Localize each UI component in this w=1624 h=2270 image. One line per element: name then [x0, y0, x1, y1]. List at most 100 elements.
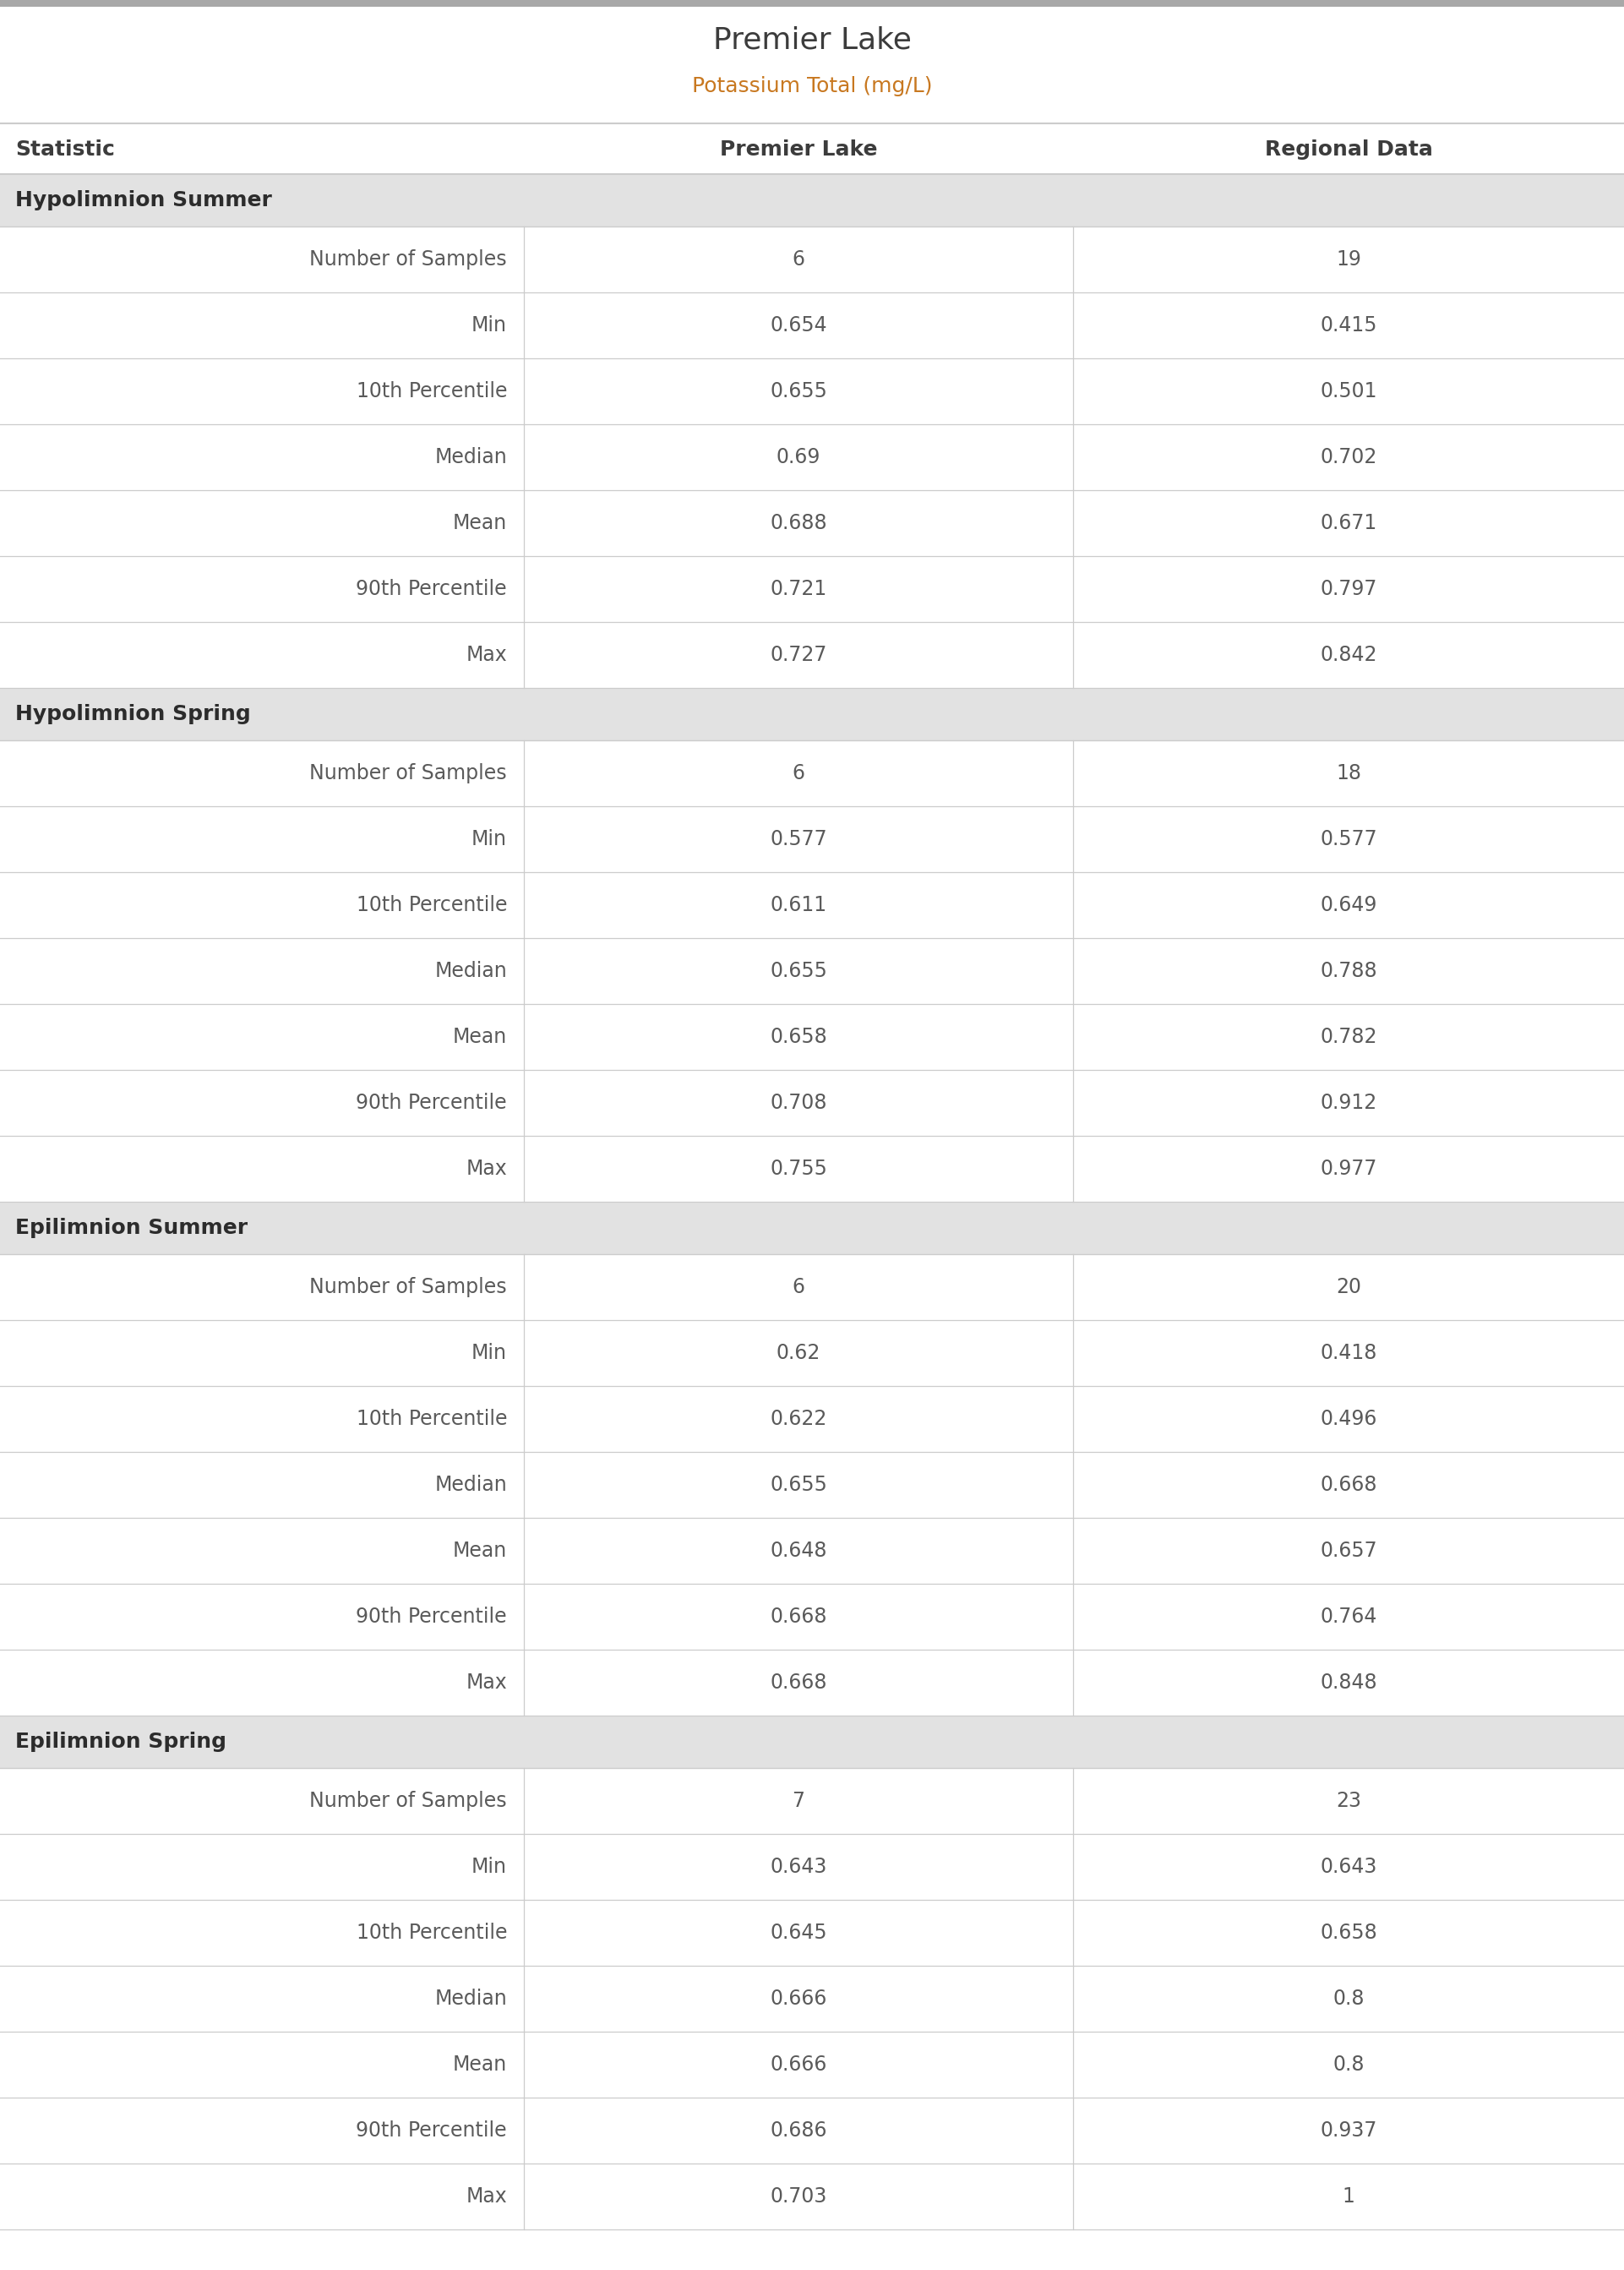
Text: Epilimnion Summer: Epilimnion Summer: [15, 1217, 248, 1237]
Text: 0.658: 0.658: [1320, 1923, 1377, 1943]
Bar: [0, 938, 1624, 1003]
Text: 0.8: 0.8: [1333, 1989, 1364, 2009]
Text: Number of Samples: Number of Samples: [310, 763, 507, 783]
Text: 0.848: 0.848: [1320, 1673, 1377, 1693]
Text: 0.912: 0.912: [1320, 1092, 1377, 1112]
Text: Hypolimnion Spring: Hypolimnion Spring: [15, 704, 250, 724]
Text: 0.8: 0.8: [1333, 2054, 1364, 2075]
Text: Min: Min: [471, 829, 507, 849]
Bar: [0, 1201, 1624, 1253]
Bar: [0, 359, 1624, 424]
Text: 0.69: 0.69: [776, 447, 820, 468]
Text: 0.977: 0.977: [1320, 1158, 1377, 1178]
Text: 0.755: 0.755: [770, 1158, 827, 1178]
Text: 0.703: 0.703: [770, 2186, 827, 2206]
Text: 0.721: 0.721: [770, 579, 827, 599]
Text: Max: Max: [466, 2186, 507, 2206]
Text: 0.657: 0.657: [1320, 1541, 1377, 1562]
Text: 0.668: 0.668: [770, 1607, 827, 1628]
Text: 6: 6: [793, 1278, 806, 1296]
Text: 0.611: 0.611: [770, 894, 827, 915]
Text: 0.643: 0.643: [1320, 1857, 1377, 1877]
Text: 0.937: 0.937: [1320, 2120, 1377, 2141]
Text: 0.666: 0.666: [770, 2054, 827, 2075]
Text: 0.577: 0.577: [770, 829, 827, 849]
Bar: [0, 1900, 1624, 1966]
Bar: [0, 1650, 1624, 1716]
Bar: [0, 688, 1624, 740]
Bar: [0, 424, 1624, 490]
Text: Median: Median: [435, 1989, 507, 2009]
Text: Min: Min: [471, 1344, 507, 1364]
Text: 0.645: 0.645: [770, 1923, 827, 1943]
Text: 0.622: 0.622: [770, 1410, 827, 1430]
Text: 0.708: 0.708: [770, 1092, 827, 1112]
Text: 0.666: 0.666: [770, 1989, 827, 2009]
Bar: [0, 622, 1624, 688]
Text: 0.668: 0.668: [1320, 1476, 1377, 1496]
Text: Min: Min: [471, 316, 507, 336]
Text: Hypolimnion Summer: Hypolimnion Summer: [15, 191, 271, 211]
Text: 19: 19: [1337, 250, 1361, 270]
Text: 0.686: 0.686: [770, 2120, 827, 2141]
Text: 6: 6: [793, 250, 806, 270]
Bar: [0, 1584, 1624, 1650]
Text: Mean: Mean: [453, 1541, 507, 1562]
Bar: [0, 1716, 1624, 1768]
Text: 0.415: 0.415: [1320, 316, 1377, 336]
Text: 23: 23: [1337, 1791, 1361, 1811]
Text: 18: 18: [1337, 763, 1361, 783]
Text: 10th Percentile: 10th Percentile: [356, 381, 507, 402]
Text: 6: 6: [793, 763, 806, 783]
Bar: [0, 2097, 1624, 2163]
Bar: [0, 293, 1624, 359]
Text: 0.648: 0.648: [770, 1541, 827, 1562]
Text: Max: Max: [466, 1673, 507, 1693]
Text: 0.702: 0.702: [1320, 447, 1377, 468]
Text: 20: 20: [1337, 1278, 1361, 1296]
Text: 0.501: 0.501: [1320, 381, 1377, 402]
Text: 90th Percentile: 90th Percentile: [356, 2120, 507, 2141]
Text: Mean: Mean: [453, 513, 507, 533]
Text: 0.655: 0.655: [770, 1476, 827, 1496]
Bar: [0, 1453, 1624, 1519]
Text: Epilimnion Spring: Epilimnion Spring: [15, 1732, 226, 1752]
Text: 0.577: 0.577: [1320, 829, 1377, 849]
Bar: [0, 1966, 1624, 2032]
Text: 0.727: 0.727: [770, 645, 827, 665]
Text: 0.655: 0.655: [770, 381, 827, 402]
Text: 90th Percentile: 90th Percentile: [356, 1607, 507, 1628]
Text: Max: Max: [466, 645, 507, 665]
Text: Premier Lake: Premier Lake: [713, 25, 911, 54]
Text: Premier Lake: Premier Lake: [719, 138, 877, 159]
Bar: [0, 2163, 1624, 2229]
Text: 0.643: 0.643: [770, 1857, 827, 1877]
Bar: [0, 125, 1624, 175]
Text: Median: Median: [435, 1476, 507, 1496]
Text: 0.671: 0.671: [1320, 513, 1377, 533]
Text: 1: 1: [1343, 2186, 1354, 2206]
Bar: [0, 1519, 1624, 1584]
Bar: [0, 1253, 1624, 1321]
Text: Median: Median: [435, 960, 507, 981]
Bar: [0, 227, 1624, 293]
Text: Mean: Mean: [453, 1026, 507, 1046]
Text: 0.658: 0.658: [770, 1026, 827, 1046]
Bar: [0, 740, 1624, 806]
Text: Regional Data: Regional Data: [1265, 138, 1432, 159]
Text: 0.764: 0.764: [1320, 1607, 1377, 1628]
Bar: [0, 1321, 1624, 1387]
Text: 10th Percentile: 10th Percentile: [356, 894, 507, 915]
Text: 10th Percentile: 10th Percentile: [356, 1410, 507, 1430]
Text: Max: Max: [466, 1158, 507, 1178]
Bar: [0, 490, 1624, 556]
Bar: [0, 1387, 1624, 1453]
Text: 0.496: 0.496: [1320, 1410, 1377, 1430]
Bar: [0, 1834, 1624, 1900]
Bar: [0, 1003, 1624, 1069]
Bar: [0, 806, 1624, 872]
Bar: [0, 175, 1624, 227]
Text: 0.654: 0.654: [770, 316, 827, 336]
Text: 90th Percentile: 90th Percentile: [356, 579, 507, 599]
Text: 0.842: 0.842: [1320, 645, 1377, 665]
